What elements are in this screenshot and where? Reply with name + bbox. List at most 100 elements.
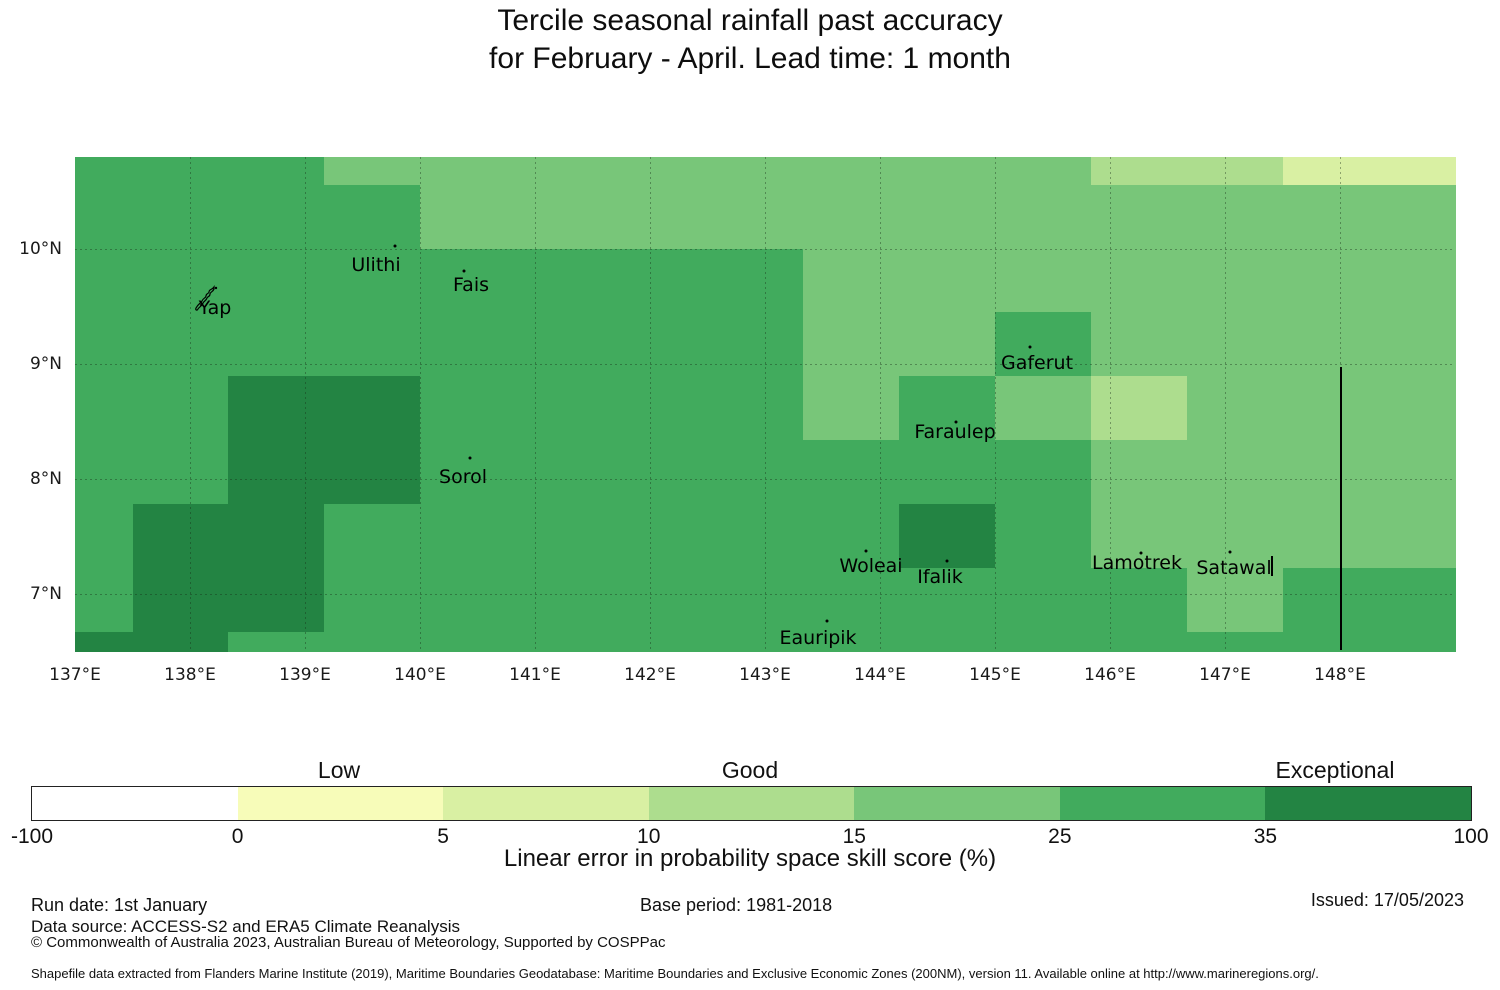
- heatmap-cell: [1282, 248, 1379, 313]
- heatmap-cell: [228, 156, 325, 186]
- graticule-line-vertical: [1225, 156, 1226, 651]
- heatmap-cell: [803, 156, 900, 186]
- heatmap-cell: [1090, 248, 1188, 313]
- colorbar-category-good: Good: [721, 757, 779, 783]
- heatmap-cell: [75, 504, 134, 569]
- x-axis-tick: 148°E: [1314, 665, 1366, 685]
- heatmap-cell: [611, 312, 709, 377]
- heatmap-cell: [1186, 376, 1284, 441]
- heatmap-cell: [1186, 184, 1284, 250]
- heatmap-cell: [995, 248, 1092, 313]
- heatmap-cell: [132, 567, 229, 633]
- island-marker-faraulep: [954, 420, 958, 424]
- heatmap-cell: [611, 248, 709, 313]
- colorbar-tick-label: 25: [1048, 825, 1072, 848]
- heatmap-cell: [995, 440, 1092, 505]
- heatmap-cell: [420, 184, 517, 250]
- heatmap-cell: [515, 156, 613, 186]
- graticule-line-vertical: [880, 156, 881, 651]
- colorbar-segment: [648, 787, 855, 820]
- colorbar-segment: [443, 787, 649, 820]
- heatmap-cell: [132, 312, 229, 377]
- graticule-line-vertical: [995, 156, 996, 651]
- heatmap-cell: [1090, 504, 1188, 569]
- yap-island-shape: [195, 285, 218, 311]
- heatmap-cell: [611, 376, 709, 441]
- heatmap-cell: [324, 312, 421, 377]
- island-marker-ifalik: [945, 559, 949, 563]
- title-line-2: for February - April. Lead time: 1 month: [489, 42, 1011, 75]
- colorbar-tick-label: -100: [10, 825, 54, 848]
- heatmap-cell: [1282, 184, 1379, 250]
- graticule-line-vertical: [305, 156, 306, 651]
- x-axis-tick: 137°E: [49, 665, 101, 685]
- heatmap-cell: [1378, 156, 1456, 186]
- heatmap-cell: [611, 440, 709, 505]
- heatmap-cell: [803, 440, 900, 505]
- x-axis-tick: 143°E: [739, 665, 791, 685]
- heatmap-cell: [420, 312, 517, 377]
- colorbar-segment: [32, 787, 238, 820]
- heatmap-cell: [1090, 567, 1188, 633]
- y-axis-tick: 10°N: [19, 238, 62, 259]
- heatmap-cell: [515, 504, 613, 569]
- heatmap-cell: [707, 567, 804, 633]
- heatmap-cell: [803, 504, 900, 569]
- heatmap-cell: [1282, 440, 1379, 505]
- heatmap-cell: [75, 248, 134, 313]
- heatmap-cell: [324, 184, 421, 250]
- heatmap-cell: [420, 248, 517, 313]
- heatmap-cell: [228, 184, 325, 250]
- heatmap-cell: [1378, 567, 1456, 633]
- island-marker-satawal: [1228, 550, 1232, 554]
- heatmap-cell: [75, 156, 134, 186]
- colorbar: [31, 786, 1472, 821]
- title-line-1: Tercile seasonal rainfall past accuracy: [497, 4, 1003, 37]
- heatmap-cell: [75, 376, 134, 441]
- heatmap-cell: [707, 631, 804, 652]
- heatmap-cell: [75, 567, 134, 633]
- island-label-gaferut: Gaferut: [1000, 352, 1074, 374]
- heatmap-cell: [228, 440, 325, 505]
- heatmap-cell: [1378, 504, 1456, 569]
- footer-issued-date: Issued: 17/05/2023: [1310, 890, 1464, 910]
- heatmap-cell: [1282, 376, 1379, 441]
- x-axis-tick: 139°E: [279, 665, 331, 685]
- heatmap-cell: [324, 156, 421, 186]
- heatmap-cell: [1282, 567, 1379, 633]
- heatmap-cell: [995, 504, 1092, 569]
- eez-boundary-line: [1340, 367, 1342, 650]
- heatmap-cell: [515, 440, 613, 505]
- heatmap-cell: [324, 248, 421, 313]
- island-marker-sorol: [468, 456, 472, 460]
- heatmap-cell: [324, 567, 421, 633]
- heatmap-cell: [899, 504, 996, 569]
- heatmap-cell: [899, 248, 996, 313]
- heatmap-cell: [75, 631, 134, 652]
- heatmap-cell: [1186, 567, 1284, 633]
- graticule-line-vertical: [765, 156, 766, 651]
- heatmap-cell: [515, 567, 613, 633]
- footer-data-source: Data source: ACCESS-S2 and ERA5 Climate …: [31, 917, 460, 936]
- heatmap-cell: [324, 631, 421, 652]
- heatmap-cell: [803, 376, 900, 441]
- heatmap-cell: [515, 312, 613, 377]
- island-label-satawal: Satawal: [1196, 557, 1272, 579]
- heatmap-cell: [803, 184, 900, 250]
- heatmap-cell: [420, 567, 517, 633]
- colorbar-tick-label: 100: [1453, 825, 1489, 848]
- graticule-line-horizontal: [75, 363, 1455, 365]
- heatmap-cell: [1090, 440, 1188, 505]
- island-marker-ulithi: [393, 244, 397, 248]
- x-axis-tick: 144°E: [854, 665, 906, 685]
- heatmap-cell: [132, 440, 229, 505]
- heatmap-cell: [1090, 184, 1188, 250]
- heatmap-cell: [132, 376, 229, 441]
- island-label-yap: Yap: [198, 297, 232, 319]
- heatmap-cell: [420, 376, 517, 441]
- heatmap-cell: [228, 312, 325, 377]
- island-marker-lamotrek: [1139, 551, 1143, 555]
- heatmap-cell: [420, 631, 517, 652]
- heatmap-cell: [132, 631, 229, 652]
- island-marker-gaferut: [1028, 345, 1032, 349]
